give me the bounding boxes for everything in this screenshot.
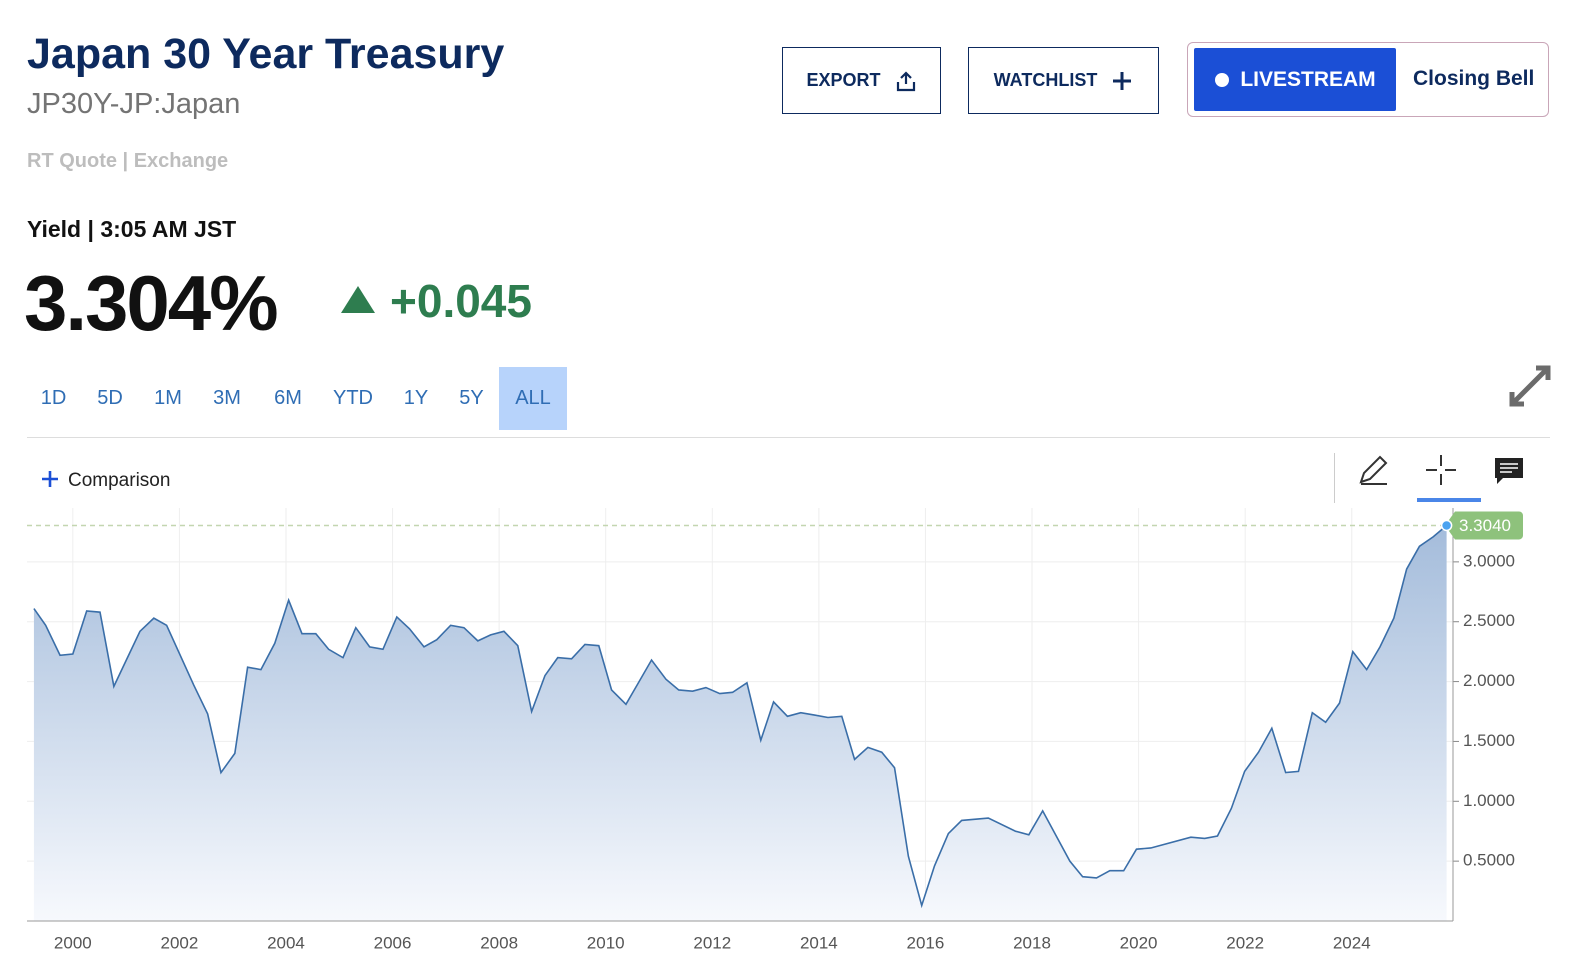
livestream-button[interactable]: LIVESTREAM: [1194, 48, 1396, 111]
y-tick-label: 0.5000: [1463, 851, 1515, 870]
title: Japan 30 Year Treasury: [27, 30, 505, 78]
yield-time: Yield | 3:05 AM JST: [27, 216, 237, 242]
last-point: [1440, 519, 1453, 532]
x-tick-label: 2024: [1333, 933, 1371, 952]
share-icon: [896, 70, 915, 91]
closing-bell[interactable]: Closing Bell: [1413, 67, 1535, 90]
divider: [1334, 453, 1335, 503]
x-tick-label: 2010: [587, 933, 625, 952]
live-dot: [1215, 72, 1230, 87]
range-tab[interactable]: 6M: [274, 387, 302, 409]
expand-icon[interactable]: [1508, 364, 1552, 408]
last-value-label: 3.3040: [1459, 516, 1511, 535]
x-tick-label: 2018: [1013, 933, 1051, 952]
export-button[interactable]: EXPORT: [782, 47, 941, 114]
last-value-badge: [1445, 511, 1523, 540]
y-tick-label: 1.5000: [1463, 731, 1515, 750]
live-box: [1187, 42, 1549, 117]
x-tick-label: 2000: [54, 933, 92, 952]
separator: [27, 437, 1550, 438]
symbol: JP30Y-JP:Japan: [27, 88, 241, 120]
x-tick-label: 2002: [160, 933, 198, 952]
price: 3.304%: [24, 259, 279, 347]
range-tab[interactable]: YTD: [333, 387, 373, 409]
y-tick-label: 3.0000: [1463, 551, 1515, 570]
watchlist-button[interactable]: WATCHLIST: [968, 47, 1159, 114]
area-fill: [33, 525, 1447, 921]
range-tab[interactable]: 1M: [154, 387, 182, 409]
active-tool: [1417, 498, 1481, 502]
range-tab[interactable]: 1D: [40, 387, 67, 409]
range-tab[interactable]: 3M: [213, 387, 241, 409]
x-tick-label: 2004: [267, 933, 305, 952]
x-tick-label: 2006: [374, 933, 412, 952]
range-tab[interactable]: ALL: [499, 367, 567, 430]
up-arrow: [341, 286, 375, 313]
x-tick-label: 2016: [907, 933, 945, 952]
draw-icon[interactable]: [1356, 453, 1390, 487]
crosshair-icon[interactable]: [1424, 453, 1458, 487]
range-tab[interactable]: 5D: [97, 387, 123, 409]
range-tab[interactable]: 1Y: [403, 387, 429, 409]
quote-source: RT Quote | Exchange: [27, 150, 229, 172]
label: WATCHLIST: [993, 70, 1098, 90]
plus-icon[interactable]: [40, 469, 60, 489]
x-tick-label: 2020: [1120, 933, 1158, 952]
change: +0.045: [390, 275, 532, 327]
comparison[interactable]: Comparison: [68, 470, 171, 491]
y-tick-label: 1.0000: [1463, 791, 1515, 810]
range-tab[interactable]: 5Y: [459, 387, 484, 409]
label: LIVESTREAM: [1240, 67, 1376, 91]
y-tick-label: 2.0000: [1463, 671, 1515, 690]
x-tick-label: 2012: [693, 933, 731, 952]
label: EXPORT: [806, 70, 881, 90]
plus-icon: [1113, 71, 1132, 90]
line: [33, 524, 1448, 909]
x-tick-label: 2008: [480, 933, 518, 952]
x-tick-label: 2022: [1226, 933, 1264, 952]
x-tick-label: 2014: [800, 933, 838, 952]
comment-icon[interactable]: [1493, 456, 1525, 486]
y-tick-label: 2.5000: [1463, 611, 1515, 630]
